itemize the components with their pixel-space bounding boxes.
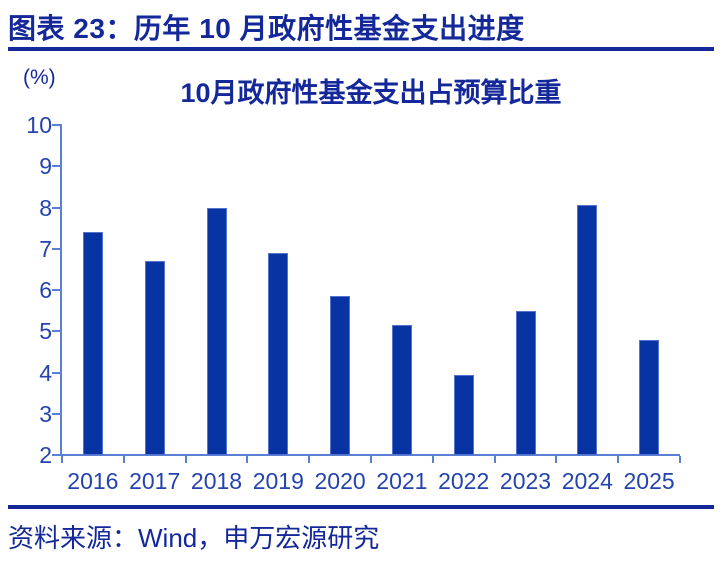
bar [515,310,536,455]
bar [453,374,474,455]
x-tick [617,456,620,463]
x-tick-label: 2025 [623,468,675,494]
x-tick [370,456,372,463]
y-tick-label: 10 [26,112,52,138]
footer-divider [8,505,714,509]
x-tick-label: 2019 [252,468,304,494]
bar [391,325,412,455]
bar [330,296,351,455]
y-tick [52,330,60,333]
y-tick-label: 5 [39,318,52,345]
x-tick [308,456,311,463]
y-tick-label: 8 [39,194,52,221]
y-tick [52,124,60,126]
bar [268,252,289,455]
y-axis-unit-label: (%) [23,66,56,89]
y-tick-label: 2 [39,442,52,468]
x-axis-line [60,454,680,456]
y-tick [52,371,60,374]
x-tick-label: 2016 [67,468,119,494]
y-tick-label: 4 [39,359,52,386]
x-tick-label: 2022 [438,468,490,494]
y-tick [52,165,60,168]
source-note: 资料来源：Wind，申万宏源研究 [8,523,380,553]
figure-caption: 图表 23：历年 10 月政府性基金支出进度 [8,13,525,44]
x-tick-label: 2018 [190,468,243,494]
x-tick [246,456,249,463]
y-axis-line [60,124,62,456]
chart-title: 10月政府性基金支出占预算比重 [180,78,562,108]
bar [144,261,165,455]
bar [577,205,598,455]
y-tick-label: 6 [39,277,52,303]
x-tick-label: 2023 [499,468,552,494]
y-tick-label: 9 [39,153,52,180]
y-tick [52,247,60,250]
x-tick-label: 2024 [561,468,613,494]
y-tick [52,289,60,291]
y-tick [52,206,60,209]
x-tick [555,456,558,463]
bar [639,339,660,455]
x-tick [493,456,496,463]
x-tick-label: 2017 [129,468,181,494]
x-tick [431,456,434,463]
y-tick-label: 7 [39,235,52,262]
y-tick-label: 3 [39,400,52,427]
x-tick-label: 2020 [314,468,366,494]
x-tick-label: 2021 [376,468,428,494]
header-divider [8,47,714,51]
y-tick [52,454,60,456]
x-tick [184,456,187,463]
x-tick [61,456,63,463]
bar [82,232,103,455]
x-tick [122,456,125,463]
x-tick [679,456,681,463]
y-tick [52,412,60,415]
bar [206,207,227,455]
